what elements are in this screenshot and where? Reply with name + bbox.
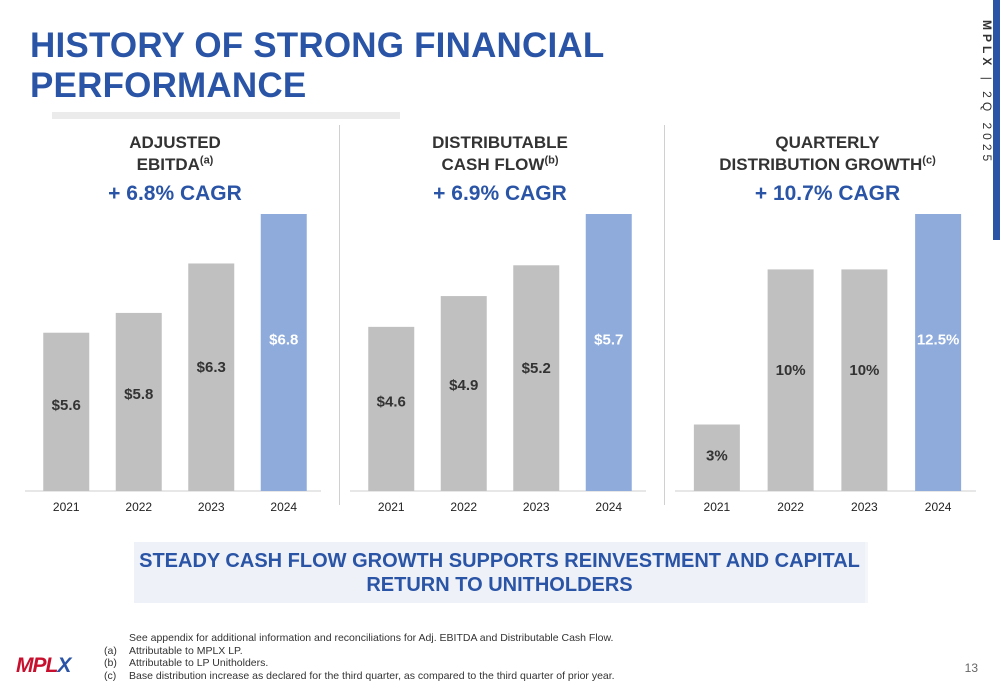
x-tick-label: 2022 <box>125 500 152 514</box>
page-title: HISTORY OF STRONG FINANCIAL PERFORMANCE <box>30 26 604 105</box>
bar-value-label: $4.9 <box>449 377 478 394</box>
x-tick-label: 2021 <box>378 500 405 514</box>
panel-divider-2 <box>664 125 665 505</box>
chart-title-line-1: ADJUSTED <box>129 133 221 152</box>
bar-2024 <box>585 214 632 491</box>
bar-value-label: $5.6 <box>52 397 81 414</box>
bar-value-label: $6.3 <box>197 359 226 376</box>
chart-title: QUARTERLY DISTRIBUTION GROWTH(c) <box>675 132 980 176</box>
chart-title-line-1: QUARTERLY <box>775 133 880 152</box>
bar-2022 <box>115 312 162 491</box>
bar-2023 <box>513 265 560 491</box>
chart-title: DISTRIBUTABLE CASH FLOW(b) <box>350 132 650 176</box>
footnote-item: (b) Attributable to LP Unitholders. <box>104 657 615 670</box>
footnote-intro-row: See appendix for additional information … <box>104 632 615 645</box>
x-tick-label: 2022 <box>450 500 477 514</box>
page-number: 13 <box>964 661 978 675</box>
bar-value-label: $4.6 <box>377 394 406 411</box>
bar-2022 <box>767 269 814 491</box>
bar-value-label: $6.8 <box>269 332 298 349</box>
x-tick-label: 2021 <box>704 500 731 514</box>
bar-2024 <box>915 214 962 491</box>
bar-chart-quarterly-distribution-growth: 3% 2021 10% 2022 10% 2023 12.5% 2024 <box>675 214 976 514</box>
footnote-key: (b) <box>104 657 117 669</box>
footnote-text: Base distribution increase as declared f… <box>129 669 615 682</box>
title-underline <box>52 112 400 119</box>
chart-cagr: + 6.8% CAGR <box>108 182 242 205</box>
callout-banner-text: STEADY CASH FLOW GROWTH SUPPORTS REINVES… <box>139 549 860 596</box>
x-tick-label: 2023 <box>198 500 225 514</box>
x-tick-label: 2024 <box>595 500 622 514</box>
footnote-item: (c) Base distribution increase as declar… <box>104 670 615 683</box>
chart-title-line-2: CASH FLOW <box>441 155 545 174</box>
chart-panel-distributable-cash-flow: DISTRIBUTABLE CASH FLOW(b) + 6.9% CAGR $… <box>350 130 650 520</box>
bar-2024 <box>260 214 307 491</box>
footnote-text: Attributable to MPLX LP. <box>129 644 243 657</box>
bar-2021 <box>43 332 90 491</box>
x-tick-label: 2023 <box>523 500 550 514</box>
side-label-period: | 2Q 2025 <box>980 76 994 166</box>
footnote-intro: See appendix for additional information … <box>129 632 614 644</box>
footnote-key: (a) <box>104 644 117 657</box>
chart-panel-quarterly-distribution-growth: QUARTERLY DISTRIBUTION GROWTH(c) + 10.7%… <box>675 130 980 520</box>
bar-value-label: 10% <box>849 362 879 379</box>
bar-2022 <box>440 296 487 491</box>
chart-cagr: + 6.9% CAGR <box>433 182 567 205</box>
chart-title-footnote-ref: (c) <box>922 154 936 167</box>
panel-divider-1 <box>339 125 340 505</box>
footnotes: See appendix for additional information … <box>104 632 615 682</box>
bar-value-label: $5.8 <box>124 386 153 403</box>
logo-accent: X <box>57 654 71 677</box>
bar-2023 <box>841 269 888 491</box>
bar-value-label: 3% <box>706 447 728 464</box>
footnote-item: (a) Attributable to MPLX LP. <box>104 645 615 658</box>
side-label-company: MPLX <box>980 20 994 70</box>
side-label: MPLX | 2Q 2025 <box>980 20 994 165</box>
chart-panel-adjusted-ebitda: ADJUSTED EBITDA(a) + 6.8% CAGR $5.6 2021 $… <box>25 130 325 520</box>
chart-title-footnote-ref: (a) <box>199 154 214 167</box>
bar-chart-adjusted-ebitda: $5.6 2021 $5.8 2022 $6.3 2023 $6.8 2024 <box>25 214 321 514</box>
x-tick-label: 2024 <box>270 500 297 514</box>
bar-value-label: 10% <box>776 362 806 379</box>
bar-2021 <box>693 424 740 491</box>
bar-2021 <box>368 326 415 491</box>
x-tick-label: 2021 <box>53 500 80 514</box>
bar-value-label: $5.7 <box>594 332 623 349</box>
bar-value-label: 12.5% <box>917 332 960 349</box>
footnote-text: Attributable to LP Unitholders. <box>129 657 269 669</box>
bar-2023 <box>188 263 235 491</box>
chart-title: ADJUSTED EBITDA(a) <box>25 132 325 176</box>
x-tick-label: 2024 <box>925 500 952 514</box>
chart-title-line-2: DISTRIBUTION GROWTH <box>719 155 923 174</box>
x-tick-label: 2022 <box>777 500 804 514</box>
chart-title-footnote-ref: (b) <box>544 154 559 167</box>
callout-banner: STEADY CASH FLOW GROWTH SUPPORTS REINVES… <box>134 542 865 603</box>
company-logo: MPLX <box>16 654 71 678</box>
side-accent-bar <box>993 0 1000 240</box>
bar-chart-distributable-cash-flow: $4.6 2021 $4.9 2022 $5.2 2023 $5.7 2024 <box>350 214 646 514</box>
footnote-key: (c) <box>104 669 117 682</box>
chart-title-line-1: DISTRIBUTABLE <box>432 133 568 152</box>
bar-value-label: $5.2 <box>522 360 551 377</box>
chart-title-line-2: EBITDA <box>136 155 200 174</box>
chart-cagr: + 10.7% CAGR <box>754 182 901 205</box>
logo-main: MPL <box>16 654 58 677</box>
x-tick-label: 2023 <box>851 500 878 514</box>
